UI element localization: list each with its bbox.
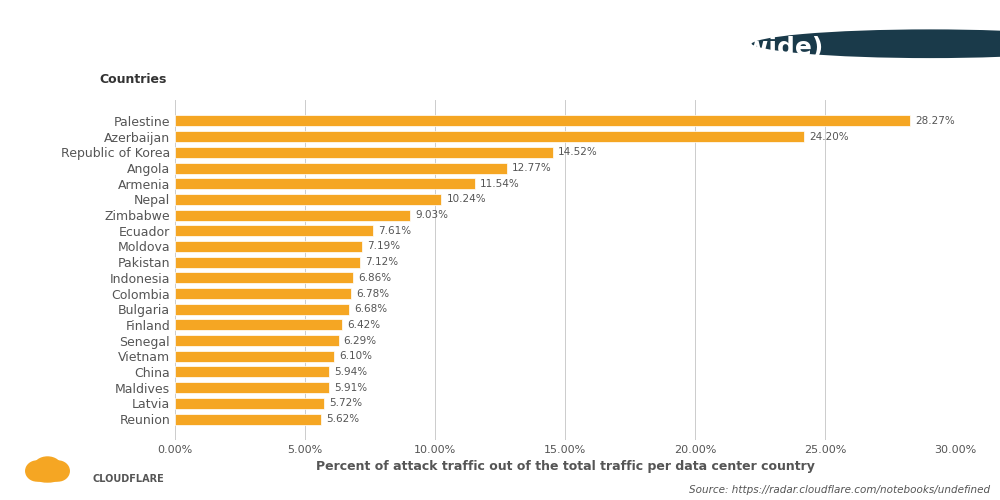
Text: 5.94%: 5.94% bbox=[335, 367, 368, 377]
Bar bbox=[175, 351, 334, 362]
Text: 6.86%: 6.86% bbox=[359, 273, 392, 283]
Bar bbox=[175, 288, 351, 299]
Text: 14.52%: 14.52% bbox=[558, 148, 597, 158]
Text: 6.29%: 6.29% bbox=[344, 336, 377, 345]
Bar bbox=[175, 304, 349, 314]
Bar bbox=[175, 398, 324, 409]
X-axis label: Percent of attack traffic out of the total traffic per data center country: Percent of attack traffic out of the tot… bbox=[316, 460, 814, 473]
Bar bbox=[175, 241, 362, 252]
Bar bbox=[175, 414, 321, 424]
Text: Network-layer DDoS Attacks - Top Countries (Worldwide): Network-layer DDoS Attacks - Top Countri… bbox=[20, 36, 823, 60]
Text: 9.03%: 9.03% bbox=[415, 210, 448, 220]
Text: 5.72%: 5.72% bbox=[329, 398, 362, 408]
Bar bbox=[175, 272, 353, 283]
Bar bbox=[175, 162, 507, 173]
Bar bbox=[175, 147, 553, 158]
Bar bbox=[175, 226, 373, 236]
Bar bbox=[175, 366, 329, 378]
Bar bbox=[175, 210, 410, 220]
Text: 11.54%: 11.54% bbox=[480, 178, 520, 188]
Bar bbox=[175, 178, 475, 189]
Text: 10.24%: 10.24% bbox=[446, 194, 486, 204]
Text: 7.19%: 7.19% bbox=[367, 242, 400, 252]
Bar bbox=[175, 256, 360, 268]
Bar bbox=[175, 131, 804, 142]
Text: Source: https://radar.cloudflare.com/notebooks/undefined: Source: https://radar.cloudflare.com/not… bbox=[689, 485, 990, 495]
Text: 7.12%: 7.12% bbox=[365, 257, 398, 267]
Text: CLOUDFLARE: CLOUDFLARE bbox=[92, 474, 164, 484]
Ellipse shape bbox=[47, 461, 69, 481]
Bar bbox=[175, 382, 329, 393]
Circle shape bbox=[750, 28, 1000, 60]
Text: 6.10%: 6.10% bbox=[339, 352, 372, 362]
Bar bbox=[175, 335, 339, 346]
Text: 6.42%: 6.42% bbox=[347, 320, 380, 330]
Bar bbox=[175, 194, 441, 205]
Ellipse shape bbox=[31, 468, 64, 482]
Text: 28.27%: 28.27% bbox=[915, 116, 955, 126]
Text: 5.62%: 5.62% bbox=[326, 414, 359, 424]
Text: 6.78%: 6.78% bbox=[356, 288, 390, 298]
Text: 7.61%: 7.61% bbox=[378, 226, 411, 236]
Ellipse shape bbox=[34, 457, 61, 477]
Text: 5.91%: 5.91% bbox=[334, 382, 367, 392]
Text: 6.68%: 6.68% bbox=[354, 304, 387, 314]
Text: Countries: Countries bbox=[100, 74, 167, 86]
Text: 24.20%: 24.20% bbox=[809, 132, 849, 141]
Bar bbox=[175, 320, 342, 330]
Ellipse shape bbox=[26, 461, 48, 481]
Bar bbox=[175, 116, 910, 126]
Text: 12.77%: 12.77% bbox=[512, 163, 552, 173]
